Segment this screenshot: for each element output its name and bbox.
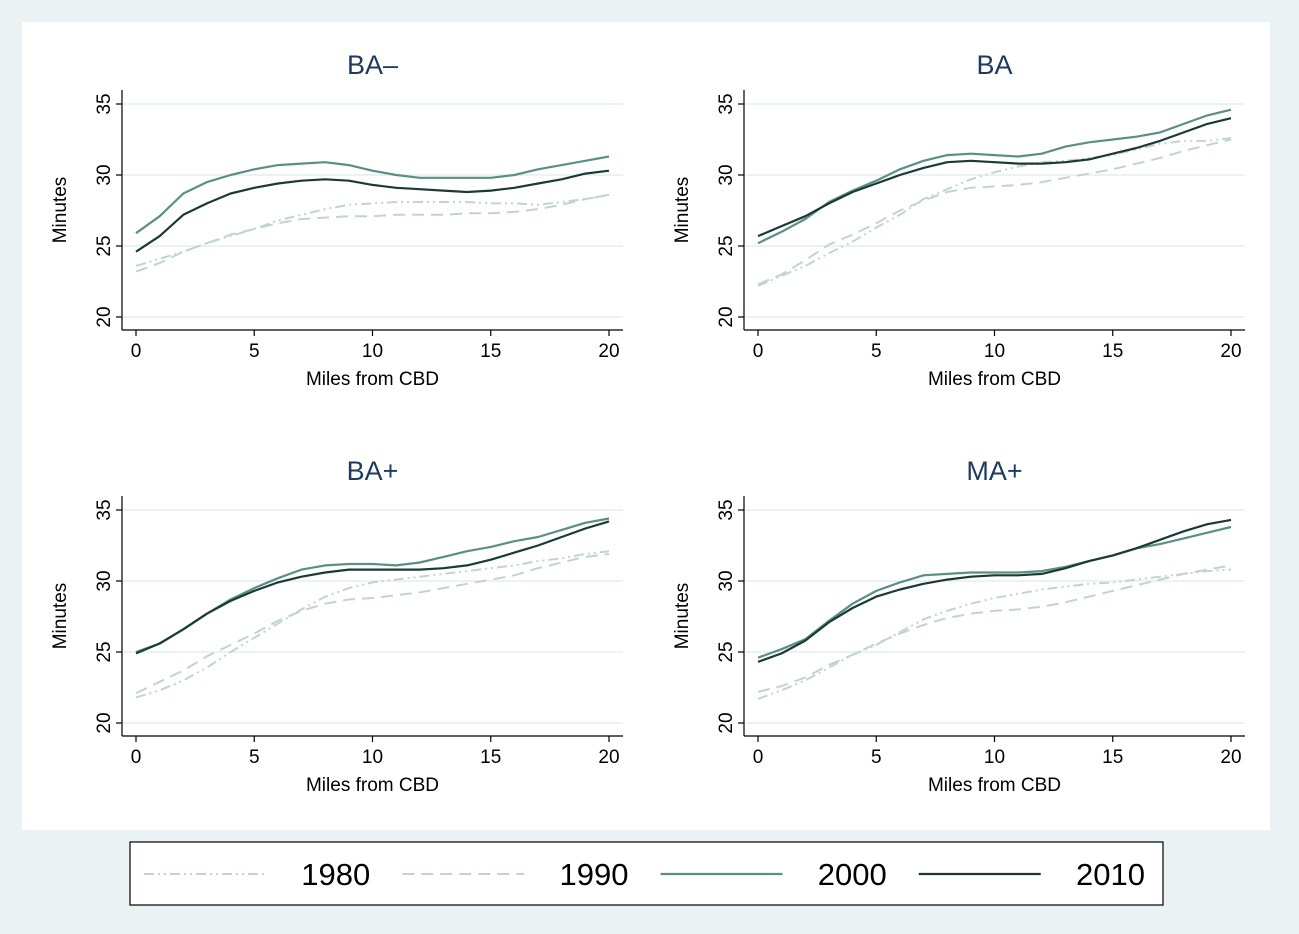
y-axis-label: Minutes	[50, 177, 71, 244]
x-tick-label: 15	[480, 747, 501, 768]
x-axis-label: Miles from CBD	[306, 775, 439, 796]
series-line-1980	[757, 137, 1232, 287]
y-tick-label: 30	[716, 570, 737, 591]
y-tick-label: 35	[94, 93, 115, 114]
chart-panel-3: MA+ 20 25 30 35 0 5 10 15 20 Miles from CBD Minutes	[672, 456, 1245, 796]
legend-label-1980: 1980	[301, 857, 370, 892]
series-line-2000	[757, 525, 1232, 659]
panel-title: MA+	[966, 456, 1022, 486]
x-tick-label: 15	[1102, 341, 1123, 362]
x-axis-label: Miles from CBD	[928, 775, 1061, 796]
legend-label-2000: 2000	[818, 857, 887, 892]
y-tick-label: 35	[716, 499, 737, 520]
x-tick-label: 10	[362, 341, 383, 362]
series-line-2010	[135, 520, 610, 655]
y-tick-label: 30	[94, 164, 115, 185]
legend: 1980 1990 2000 2010	[129, 841, 1164, 906]
series-line-1990	[135, 193, 610, 273]
y-tick-label: 25	[716, 641, 737, 662]
x-tick-label: 20	[598, 341, 619, 362]
panel-title: BA+	[347, 456, 399, 486]
plot-region-background	[22, 22, 1270, 830]
x-tick-label: 0	[131, 747, 142, 768]
x-tick-label: 0	[753, 341, 764, 362]
x-tick-label: 20	[1220, 341, 1241, 362]
x-tick-label: 5	[249, 747, 260, 768]
y-tick-label: 20	[94, 712, 115, 733]
legend-label-1990: 1990	[560, 857, 629, 892]
x-tick-label: 20	[1220, 747, 1241, 768]
chart-panels: BA– 20 25 30 35 0 5 10 15 20 Miles from CBD Minutes…	[50, 50, 1245, 796]
x-axis-label: Miles from CBD	[306, 369, 439, 390]
x-axis-label: Miles from CBD	[928, 369, 1061, 390]
y-tick-label: 25	[94, 641, 115, 662]
chart-panel-0: BA– 20 25 30 35 0 5 10 15 20 Miles from CBD Minutes	[50, 50, 623, 390]
chart-panel-2: BA+ 20 25 30 35 0 5 10 15 20 Miles from CBD Minutes	[50, 456, 623, 796]
panel-title: BA–	[347, 50, 398, 80]
x-tick-label: 5	[871, 341, 882, 362]
y-tick-label: 20	[716, 306, 737, 327]
series-line-2000	[757, 108, 1232, 245]
y-tick-label: 35	[94, 499, 115, 520]
y-tick-label: 20	[94, 306, 115, 327]
y-axis-label: Minutes	[672, 583, 693, 650]
y-axis-label: Minutes	[672, 177, 693, 244]
x-tick-label: 5	[871, 747, 882, 768]
series-line-1980	[757, 568, 1232, 700]
x-tick-label: 0	[753, 747, 764, 768]
x-tick-label: 0	[131, 341, 142, 362]
series-line-2010	[757, 518, 1232, 663]
y-axis-label: Minutes	[50, 583, 71, 650]
series-line-2010	[135, 169, 610, 253]
legend-label-2010: 2010	[1076, 857, 1145, 892]
y-tick-label: 25	[94, 235, 115, 256]
x-tick-label: 15	[1102, 747, 1123, 768]
x-tick-label: 20	[598, 747, 619, 768]
series-line-1990	[135, 553, 610, 695]
series-line-2000	[135, 155, 610, 235]
x-tick-label: 10	[984, 341, 1005, 362]
y-tick-label: 25	[716, 235, 737, 256]
chart-panel-1: BA 20 25 30 35 0 5 10 15 20 Miles from CBD Minutes	[672, 50, 1245, 390]
series-line-1990	[757, 564, 1232, 693]
y-tick-label: 30	[716, 164, 737, 185]
y-tick-label: 35	[716, 93, 737, 114]
series-line-1990	[757, 138, 1232, 286]
series-line-2010	[757, 117, 1232, 238]
x-tick-label: 10	[362, 747, 383, 768]
x-tick-label: 5	[249, 341, 260, 362]
x-tick-label: 10	[984, 747, 1005, 768]
series-line-1980	[135, 550, 610, 699]
panel-title: BA	[976, 50, 1012, 80]
y-tick-label: 20	[716, 712, 737, 733]
y-tick-label: 30	[94, 570, 115, 591]
x-tick-label: 15	[480, 341, 501, 362]
